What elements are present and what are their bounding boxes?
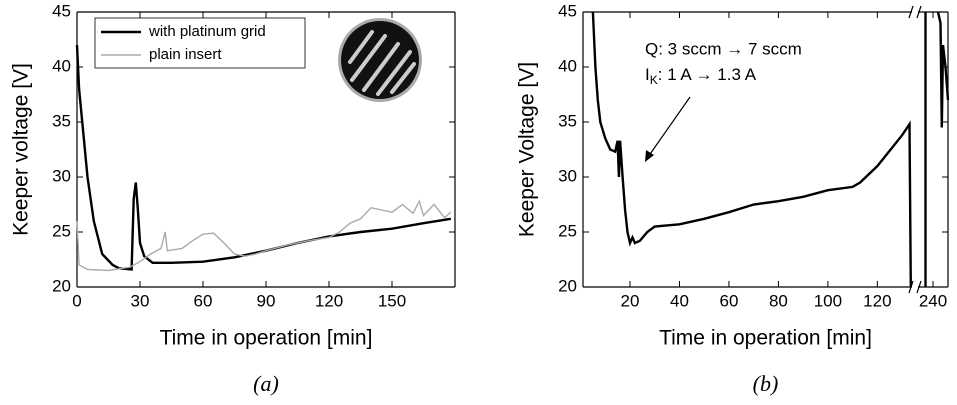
legend-box bbox=[94, 17, 306, 69]
y-tick-label: 20 bbox=[52, 276, 71, 295]
caption: (b) bbox=[753, 371, 779, 396]
axis-break bbox=[908, 280, 922, 294]
legend-label: with platinum grid bbox=[148, 23, 266, 40]
y-tick-label: 30 bbox=[558, 166, 577, 185]
axis-break bbox=[908, 5, 922, 19]
series-line bbox=[75, 44, 451, 271]
x-tick-label: 120 bbox=[315, 291, 343, 310]
x-tick-label: 240 bbox=[919, 291, 947, 310]
series-line bbox=[76, 199, 452, 272]
x-tick-label: 30 bbox=[131, 291, 150, 310]
insert-stripes bbox=[348, 30, 416, 96]
y-axis-label: Keeper Voltage [V] bbox=[516, 62, 539, 237]
legend-label: plain insert bbox=[149, 46, 222, 63]
x-tick-label: 40 bbox=[670, 291, 689, 310]
x-tick-label: 120 bbox=[863, 291, 891, 310]
y-tick-label: 35 bbox=[52, 111, 71, 130]
y-tick-label: 35 bbox=[558, 111, 577, 130]
y-tick-label: 25 bbox=[52, 221, 71, 240]
panel: 20 25 30 35 40 45 20 40 60 80 100 120 240 Time in ope… bbox=[516, 1, 950, 396]
insert-photo bbox=[338, 18, 422, 102]
y-tick-label: 20 bbox=[558, 276, 577, 295]
series-line bbox=[591, 11, 950, 288]
x-tick-label: 60 bbox=[194, 291, 213, 310]
y-tick-label: 45 bbox=[558, 1, 577, 20]
y-tick-label: 40 bbox=[558, 56, 577, 75]
x-tick-label: 20 bbox=[621, 291, 640, 310]
annotation-subscript: K bbox=[650, 73, 658, 87]
y-tick-label: 25 bbox=[558, 221, 577, 240]
arrow-head bbox=[645, 150, 654, 162]
y-tick-label: 30 bbox=[52, 166, 71, 185]
panel: 20 25 30 35 40 45 0 30 60 90 120 150 with platinum g… bbox=[10, 1, 456, 396]
x-tick-label: 100 bbox=[814, 291, 842, 310]
x-tick-label: 60 bbox=[719, 291, 738, 310]
x-tick-label: 0 bbox=[72, 291, 81, 310]
axis-frame bbox=[583, 11, 912, 288]
x-tick-label: 150 bbox=[378, 291, 406, 310]
x-tick-label: 90 bbox=[257, 291, 276, 310]
annotation-symbol: I bbox=[645, 65, 650, 84]
annotation-rest: : 1 A → 1.3 A bbox=[658, 65, 757, 84]
x-axis-label: Time in operation [min] bbox=[659, 327, 872, 350]
y-tick-label: 40 bbox=[52, 56, 71, 75]
y-tick-label: 45 bbox=[52, 1, 71, 20]
x-axis-label: Time in operation [min] bbox=[160, 327, 373, 350]
x-tick-label: 80 bbox=[769, 291, 788, 310]
y-axis-label: Keeper voltage [V] bbox=[10, 63, 33, 236]
annotation-line2: IK: 1 A → 1.3 A bbox=[645, 65, 757, 87]
caption: (a) bbox=[253, 371, 279, 396]
annotation-arrow bbox=[647, 96, 691, 158]
annotation-line1: Q: 3 sccm → 7 sccm bbox=[645, 39, 802, 58]
